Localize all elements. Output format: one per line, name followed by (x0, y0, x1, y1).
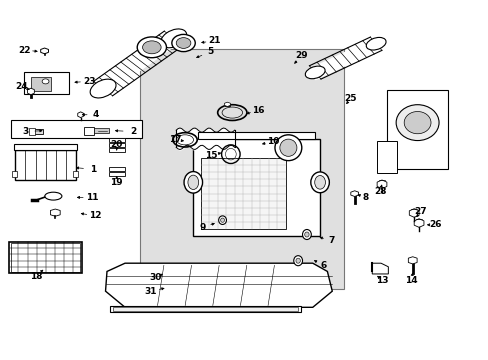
Polygon shape (41, 48, 48, 54)
Ellipse shape (42, 79, 49, 84)
Text: 17: 17 (168, 135, 181, 144)
Bar (109, 167, 124, 171)
Bar (109, 148, 124, 152)
Polygon shape (413, 219, 423, 227)
Text: 8: 8 (362, 193, 368, 202)
Ellipse shape (274, 135, 301, 161)
Text: 3: 3 (22, 127, 28, 136)
Bar (94, 129, 109, 134)
Polygon shape (27, 88, 34, 95)
Text: 25: 25 (344, 94, 356, 103)
Bar (198, 132, 315, 139)
Ellipse shape (366, 37, 385, 50)
Bar (200, 158, 285, 229)
Text: 20: 20 (110, 140, 122, 149)
Ellipse shape (279, 139, 296, 156)
Ellipse shape (310, 172, 329, 193)
Text: 10: 10 (266, 137, 278, 146)
Bar (376, 140, 396, 173)
Text: 2: 2 (130, 127, 136, 136)
Bar (193, 139, 320, 235)
Bar (32, 129, 43, 134)
Bar (109, 172, 124, 176)
Ellipse shape (395, 105, 438, 140)
Text: 30: 30 (149, 273, 162, 282)
Bar (14, 144, 77, 149)
Text: 5: 5 (207, 48, 213, 57)
Bar (109, 143, 124, 147)
Bar (11, 121, 142, 138)
Ellipse shape (218, 216, 226, 225)
Text: 21: 21 (207, 36, 220, 45)
Text: 19: 19 (110, 178, 123, 187)
Text: 28: 28 (373, 187, 386, 196)
Bar (140, 49, 344, 289)
Ellipse shape (302, 229, 311, 239)
Polygon shape (408, 209, 418, 217)
Ellipse shape (90, 79, 116, 98)
Ellipse shape (187, 175, 198, 189)
Polygon shape (78, 112, 83, 118)
Text: 31: 31 (144, 287, 157, 296)
Bar (109, 138, 124, 142)
Text: 26: 26 (428, 220, 441, 229)
Polygon shape (350, 191, 358, 197)
Text: 14: 14 (404, 276, 417, 285)
Text: 11: 11 (86, 193, 99, 202)
Text: 18: 18 (29, 271, 42, 280)
Text: 1: 1 (90, 165, 96, 174)
Ellipse shape (176, 38, 190, 48)
Bar (29, 128, 35, 135)
Ellipse shape (404, 112, 430, 134)
Polygon shape (50, 209, 60, 216)
Bar (9, 242, 81, 273)
Bar (110, 306, 300, 312)
Bar (113, 307, 298, 311)
Text: 23: 23 (83, 77, 96, 86)
Ellipse shape (161, 29, 186, 48)
Text: 13: 13 (375, 276, 387, 285)
Ellipse shape (304, 232, 308, 237)
Text: 9: 9 (200, 223, 206, 232)
Bar (83, 127, 94, 135)
Text: 22: 22 (18, 46, 30, 55)
Text: 16: 16 (251, 105, 264, 114)
Bar (386, 90, 447, 169)
Text: 27: 27 (414, 207, 427, 216)
Ellipse shape (305, 66, 325, 79)
Polygon shape (407, 257, 416, 264)
Text: 7: 7 (327, 236, 334, 245)
Text: 6: 6 (320, 261, 326, 270)
Text: 12: 12 (89, 211, 102, 220)
Text: 4: 4 (92, 110, 99, 119)
Ellipse shape (295, 258, 300, 263)
Ellipse shape (142, 41, 161, 54)
Ellipse shape (171, 35, 195, 51)
Text: 15: 15 (204, 151, 217, 160)
Bar (12, 171, 17, 177)
Bar (24, 72, 69, 94)
Ellipse shape (293, 256, 302, 266)
Bar (31, 77, 51, 91)
Ellipse shape (183, 172, 202, 193)
Text: 29: 29 (295, 51, 308, 60)
Bar (15, 149, 76, 180)
Ellipse shape (220, 218, 224, 222)
Polygon shape (376, 180, 386, 189)
Ellipse shape (314, 176, 325, 189)
Bar (73, 171, 78, 177)
Polygon shape (371, 263, 387, 274)
Ellipse shape (45, 192, 62, 200)
Polygon shape (105, 263, 331, 307)
Polygon shape (224, 102, 230, 107)
Bar (11, 243, 80, 272)
Text: 24: 24 (15, 82, 27, 91)
Ellipse shape (137, 37, 166, 58)
